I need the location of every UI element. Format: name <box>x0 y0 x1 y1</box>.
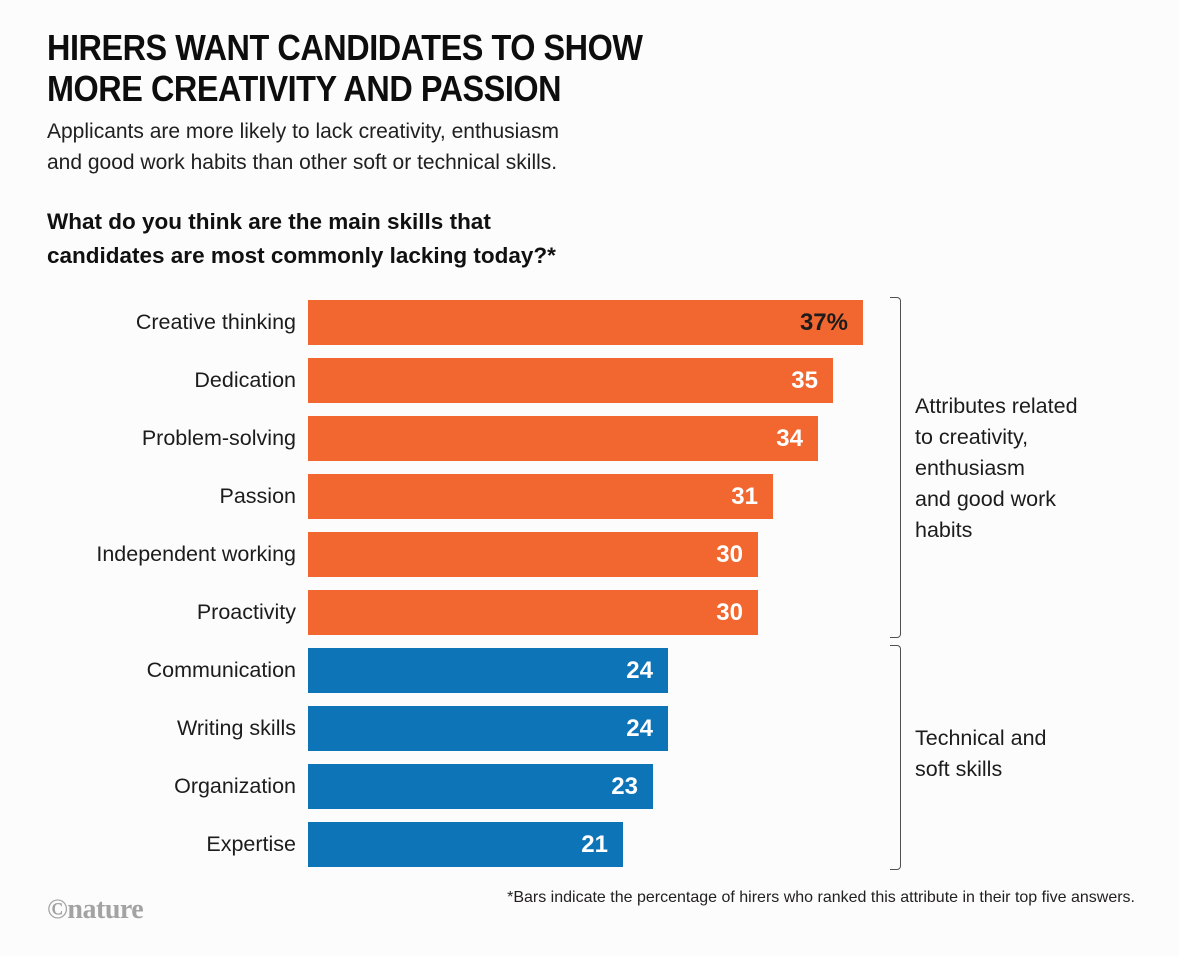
bar: 37% <box>308 300 863 345</box>
bar-track: 24 <box>308 706 863 751</box>
page-subtitle: Applicants are more likely to lack creat… <box>47 120 559 174</box>
group-annotation-creativity: Attributes related to creativity, enthus… <box>915 394 1078 542</box>
bar: 34 <box>308 416 818 461</box>
value-label: 31 <box>731 482 758 510</box>
bar: 31 <box>308 474 773 519</box>
category-label: Independent working <box>96 542 296 566</box>
bar-track: 35 <box>308 358 863 403</box>
nature-logo: ©nature <box>47 894 144 925</box>
group-bracket-technical <box>890 645 901 870</box>
category-label: Proactivity <box>196 600 296 624</box>
group-annotation-technical: Technical and soft skills <box>915 726 1047 781</box>
bar-track: 24 <box>308 648 863 693</box>
category-label: Communication <box>146 658 296 682</box>
bar-row: Proactivity 30 <box>47 590 875 635</box>
bar: 30 <box>308 590 758 635</box>
category-label: Creative thinking <box>135 310 296 334</box>
page-title: HIRERS WANT CANDIDATES TO SHOW MORE CREA… <box>47 27 643 109</box>
bar-row: Writing skills 24 <box>47 706 875 751</box>
chart-question: What do you think are the main skills th… <box>47 209 556 268</box>
bar-track: 30 <box>308 532 863 577</box>
value-label: 34 <box>776 424 803 452</box>
bar: 35 <box>308 358 833 403</box>
bar-track: 21 <box>308 822 863 867</box>
bar-row: Passion 31 <box>47 474 875 519</box>
bar-row: Creative thinking 37% <box>47 300 875 345</box>
footnote: *Bars indicate the percentage of hirers … <box>507 889 1135 906</box>
bar-track: 30 <box>308 590 863 635</box>
value-label: 37% <box>799 308 848 336</box>
value-label: 21 <box>581 830 608 858</box>
bar: 23 <box>308 764 653 809</box>
bar-row: Communication 24 <box>47 648 875 693</box>
bar-track: 34 <box>308 416 863 461</box>
bar-row: Problem-solving 34 <box>47 416 875 461</box>
bar-track: 37% <box>308 300 863 345</box>
bar: 21 <box>308 822 623 867</box>
category-label: Expertise <box>206 832 296 856</box>
bar-chart: Creative thinking 37% Dedication 35 Problem-… <box>47 300 875 867</box>
category-label: Organization <box>174 774 296 798</box>
value-label: 24 <box>626 656 653 684</box>
value-label: 30 <box>716 540 743 568</box>
bar: 24 <box>308 648 668 693</box>
bar: 24 <box>308 706 668 751</box>
category-label: Writing skills <box>176 716 296 740</box>
bar-row: Organization 23 <box>47 764 875 809</box>
bar-row: Independent working 30 <box>47 532 875 577</box>
bar-track: 31 <box>308 474 863 519</box>
value-label: 24 <box>626 714 653 742</box>
bar-track: 23 <box>308 764 863 809</box>
category-label: Dedication <box>194 368 296 392</box>
value-label: 30 <box>716 598 743 626</box>
bar: 30 <box>308 532 758 577</box>
value-label: 35 <box>791 366 818 394</box>
bar-row: Dedication 35 <box>47 358 875 403</box>
group-bracket-creativity <box>890 297 901 638</box>
category-label: Passion <box>219 484 297 508</box>
category-label: Problem-solving <box>141 426 296 450</box>
bar-row: Expertise 21 <box>47 822 875 867</box>
value-label: 23 <box>611 772 638 800</box>
